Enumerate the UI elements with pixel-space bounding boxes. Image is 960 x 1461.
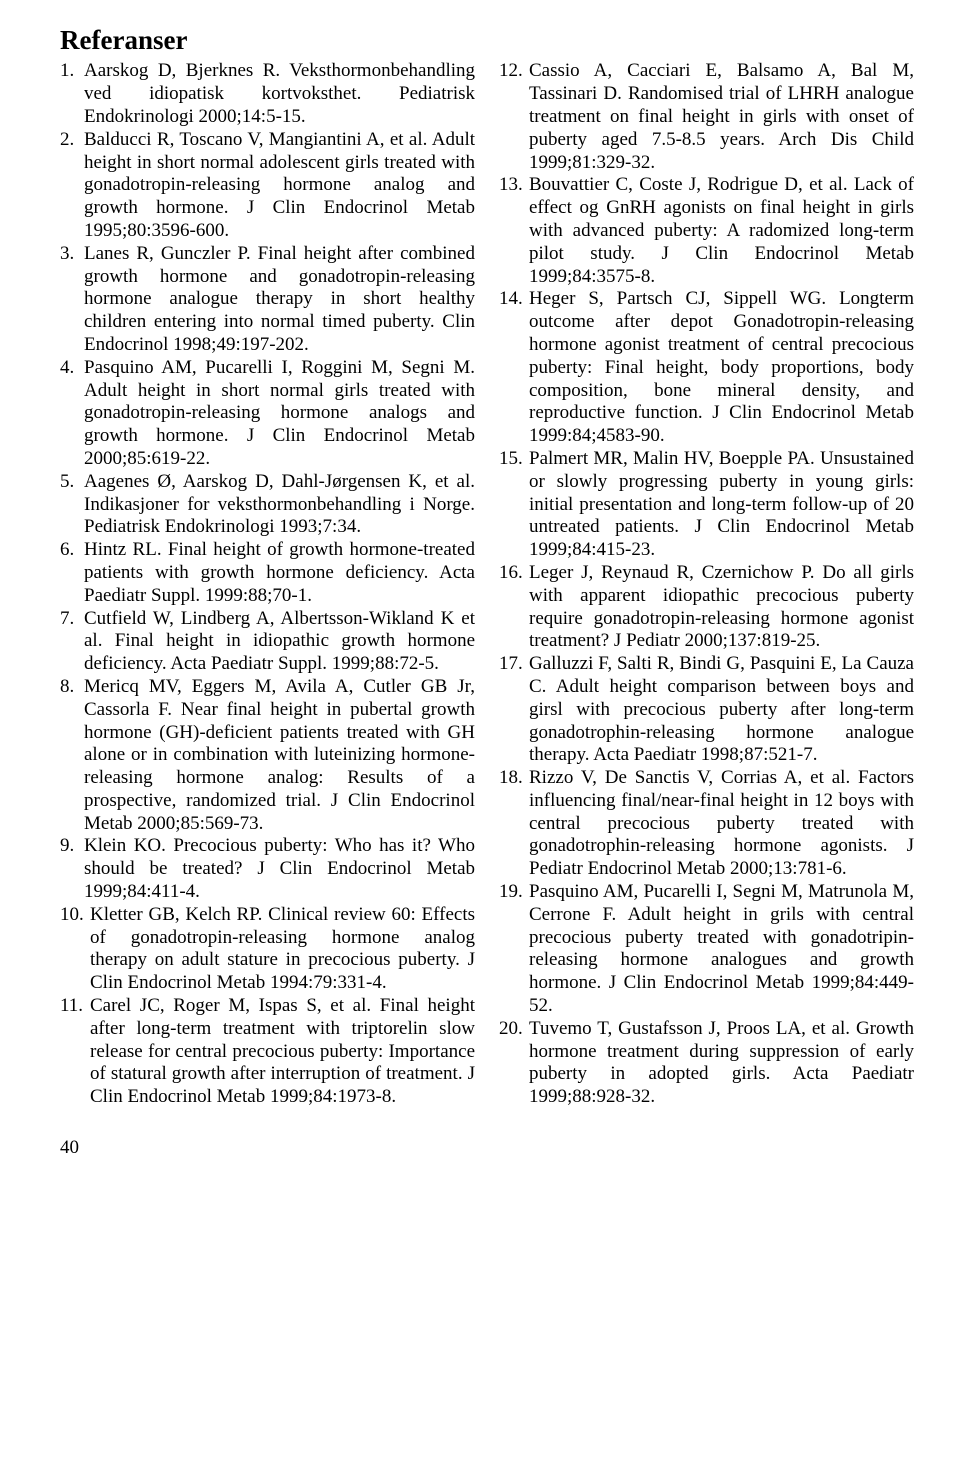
reference-number: 11. — [60, 995, 90, 1109]
reference-text: Palmert MR, Malin HV, Boepple PA. Unsust… — [529, 448, 914, 562]
reference-number: 4. — [60, 357, 84, 471]
reference-text: Lanes R, Gunczler P. Final height after … — [84, 243, 475, 357]
reference-item: 18.Rizzo V, De Sanctis V, Corrias A, et … — [499, 767, 914, 881]
reference-text: Hintz RL. Final height of growth hormone… — [84, 539, 475, 607]
reference-number: 6. — [60, 539, 84, 607]
reference-item: 9.Klein KO. Precocious puberty: Who has … — [60, 835, 475, 903]
reference-text: Tuvemo T, Gustafsson J, Proos LA, et al.… — [529, 1018, 914, 1109]
reference-text: Klein KO. Precocious puberty: Who has it… — [84, 835, 475, 903]
reference-number: 14. — [499, 288, 529, 448]
reference-number: 5. — [60, 471, 84, 539]
reference-text: Heger S, Partsch CJ, Sippell WG. Longter… — [529, 288, 914, 448]
reference-item: 4.Pasquino AM, Pucarelli I, Roggini M, S… — [60, 357, 475, 471]
reference-number: 2. — [60, 129, 84, 243]
reference-item: 8.Mericq MV, Eggers M, Avila A, Cutler G… — [60, 676, 475, 836]
reference-text: Leger J, Reynaud R, Czernichow P. Do all… — [529, 562, 914, 653]
reference-text: Mericq MV, Eggers M, Avila A, Cutler GB … — [84, 676, 475, 836]
reference-number: 7. — [60, 608, 84, 676]
reference-item: 5.Aagenes Ø, Aarskog D, Dahl-Jørgensen K… — [60, 471, 475, 539]
reference-number: 9. — [60, 835, 84, 903]
references-columns: 1.Aarskog D, Bjerknes R. Veksthormonbeha… — [60, 60, 914, 1109]
reference-item: 13.Bouvattier C, Coste J, Rodrigue D, et… — [499, 174, 914, 288]
reference-number: 17. — [499, 653, 529, 767]
reference-text: Balducci R, Toscano V, Mangiantini A, et… — [84, 129, 475, 243]
reference-text: Galluzzi F, Salti R, Bindi G, Pasquini E… — [529, 653, 914, 767]
reference-number: 3. — [60, 243, 84, 357]
reference-item: 3.Lanes R, Gunczler P. Final height afte… — [60, 243, 475, 357]
reference-number: 8. — [60, 676, 84, 836]
reference-number: 18. — [499, 767, 529, 881]
reference-text: Bouvattier C, Coste J, Rodrigue D, et al… — [529, 174, 914, 288]
reference-item: 16.Leger J, Reynaud R, Czernichow P. Do … — [499, 562, 914, 653]
reference-text: Cassio A, Cacciari E, Balsamo A, Bal M, … — [529, 60, 914, 174]
reference-number: 13. — [499, 174, 529, 288]
reference-item: 7.Cutfield W, Lindberg A, Albertsson-Wik… — [60, 608, 475, 676]
reference-text: Cutfield W, Lindberg A, Albertsson-Wikla… — [84, 608, 475, 676]
reference-number: 15. — [499, 448, 529, 562]
reference-text: Aarskog D, Bjerknes R. Veksthormonbehand… — [84, 60, 475, 128]
reference-number: 16. — [499, 562, 529, 653]
reference-text: Kletter GB, Kelch RP. Clinical review 60… — [90, 904, 475, 995]
page-number: 40 — [60, 1137, 914, 1160]
reference-text: Pasquino AM, Pucarelli I, Roggini M, Seg… — [84, 357, 475, 471]
reference-item: 20.Tuvemo T, Gustafsson J, Proos LA, et … — [499, 1018, 914, 1109]
reference-number: 1. — [60, 60, 84, 128]
reference-item: 19.Pasquino AM, Pucarelli I, Segni M, Ma… — [499, 881, 914, 1018]
reference-item: 11.Carel JC, Roger M, Ispas S, et al. Fi… — [60, 995, 475, 1109]
reference-item: 1.Aarskog D, Bjerknes R. Veksthormonbeha… — [60, 60, 475, 128]
reference-item: 12.Cassio A, Cacciari E, Balsamo A, Bal … — [499, 60, 914, 174]
reference-number: 20. — [499, 1018, 529, 1109]
reference-text: Carel JC, Roger M, Ispas S, et al. Final… — [90, 995, 475, 1109]
reference-text: Pasquino AM, Pucarelli I, Segni M, Matru… — [529, 881, 914, 1018]
references-heading: Referanser — [60, 24, 914, 56]
reference-item: 17.Galluzzi F, Salti R, Bindi G, Pasquin… — [499, 653, 914, 767]
reference-item: 2.Balducci R, Toscano V, Mangiantini A, … — [60, 129, 475, 243]
reference-text: Rizzo V, De Sanctis V, Corrias A, et al.… — [529, 767, 914, 881]
reference-number: 12. — [499, 60, 529, 174]
reference-number: 10. — [60, 904, 90, 995]
reference-item: 14.Heger S, Partsch CJ, Sippell WG. Long… — [499, 288, 914, 448]
reference-item: 15.Palmert MR, Malin HV, Boepple PA. Uns… — [499, 448, 914, 562]
reference-item: 10.Kletter GB, Kelch RP. Clinical review… — [60, 904, 475, 995]
reference-text: Aagenes Ø, Aarskog D, Dahl-Jørgensen K, … — [84, 471, 475, 539]
reference-item: 6.Hintz RL. Final height of growth hormo… — [60, 539, 475, 607]
reference-number: 19. — [499, 881, 529, 1018]
